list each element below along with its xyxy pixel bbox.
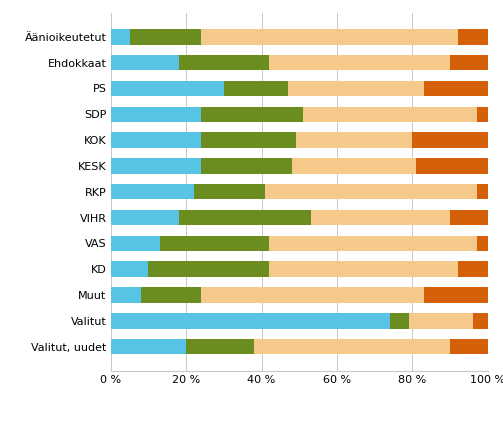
- Bar: [130, 29, 201, 45]
- Bar: [201, 29, 458, 45]
- Bar: [269, 236, 477, 251]
- Bar: [111, 236, 159, 251]
- Bar: [450, 339, 488, 354]
- Bar: [179, 210, 310, 225]
- Bar: [390, 313, 408, 328]
- Bar: [111, 81, 224, 96]
- Bar: [111, 132, 201, 148]
- Bar: [416, 158, 488, 174]
- Bar: [292, 158, 416, 174]
- Bar: [179, 55, 269, 70]
- Bar: [201, 132, 295, 148]
- Bar: [265, 184, 476, 199]
- Bar: [111, 158, 201, 174]
- Bar: [194, 184, 265, 199]
- Bar: [450, 55, 488, 70]
- Bar: [224, 81, 288, 96]
- Bar: [111, 184, 194, 199]
- Bar: [310, 210, 450, 225]
- Bar: [473, 313, 488, 328]
- Bar: [476, 236, 488, 251]
- Bar: [412, 132, 488, 148]
- Bar: [186, 339, 254, 354]
- Bar: [476, 106, 488, 122]
- Bar: [159, 236, 269, 251]
- Bar: [476, 184, 488, 199]
- Bar: [408, 313, 473, 328]
- Bar: [111, 210, 179, 225]
- Bar: [458, 29, 488, 45]
- Bar: [303, 106, 476, 122]
- Bar: [111, 106, 201, 122]
- Bar: [201, 106, 303, 122]
- Bar: [111, 262, 148, 277]
- Bar: [148, 262, 269, 277]
- Bar: [111, 29, 130, 45]
- Bar: [269, 262, 458, 277]
- Bar: [254, 339, 450, 354]
- Bar: [141, 287, 201, 303]
- Bar: [458, 262, 488, 277]
- Bar: [450, 210, 488, 225]
- Bar: [424, 287, 488, 303]
- Bar: [111, 287, 141, 303]
- Bar: [201, 287, 424, 303]
- Bar: [424, 81, 488, 96]
- Bar: [269, 55, 450, 70]
- Bar: [295, 132, 412, 148]
- Legend: Valtio, Kunta, Yksityinen, Yrittäjä: Valtio, Kunta, Yksityinen, Yrittäjä: [174, 423, 425, 426]
- Bar: [201, 158, 292, 174]
- Bar: [111, 339, 186, 354]
- Bar: [111, 55, 179, 70]
- Bar: [111, 313, 390, 328]
- Bar: [288, 81, 424, 96]
